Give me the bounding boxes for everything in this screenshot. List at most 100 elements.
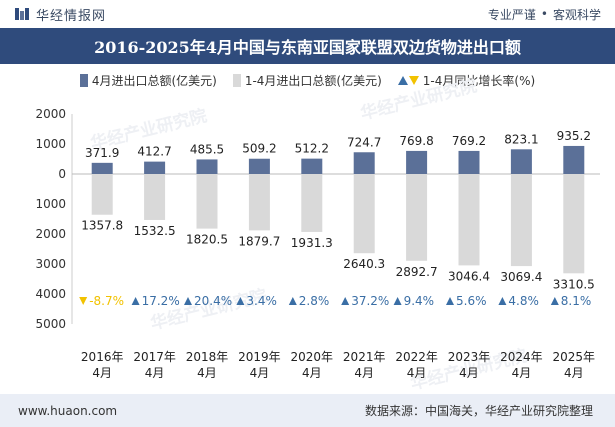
label-cumulative-7: 3046.4	[448, 269, 490, 283]
label-cumulative-8: 3069.4	[500, 270, 542, 284]
x-tick-year-0: 2016年	[81, 350, 124, 364]
bar-cumulative-7	[458, 174, 480, 266]
x-tick-month-4: 4月	[302, 366, 322, 380]
bar-monthly-3	[248, 158, 270, 174]
bar-cumulative-6	[406, 174, 428, 261]
bar-cumulative-0	[91, 174, 113, 215]
x-tick-month-1: 4月	[145, 366, 165, 380]
x-tick-month-5: 4月	[354, 366, 374, 380]
bar-cumulative-3	[248, 174, 270, 231]
label-monthly-2: 485.5	[190, 142, 224, 156]
x-tick-year-5: 2021年	[343, 350, 386, 364]
brand[interactable]: 华经情报网	[14, 5, 106, 24]
x-tick-month-8: 4月	[512, 366, 532, 380]
label-growth-4: 2.8%	[299, 294, 330, 308]
bar-cumulative-9	[563, 174, 585, 274]
label-monthly-8: 823.1	[504, 132, 538, 146]
bar-monthly-0	[91, 162, 113, 174]
growth-marker-up-2	[184, 297, 192, 305]
legend-item-growth[interactable]: 1-4月同比增长率(%)	[397, 72, 536, 89]
bar-monthly-8	[510, 149, 532, 174]
label-monthly-3: 509.2	[242, 142, 276, 156]
bar-cumulative-5	[353, 174, 375, 254]
title-bar: 2016-2025年4月中国与东南亚国家联盟双边货物进出口额	[0, 28, 615, 64]
brand-name: 华经情报网	[36, 8, 107, 24]
triangle-down-icon	[408, 75, 419, 85]
y-tick-label-6: 4000	[35, 287, 66, 301]
x-tick-year-8: 2024年	[500, 350, 543, 364]
label-growth-5: 37.2%	[351, 294, 389, 308]
x-tick-year-2: 2018年	[186, 350, 229, 364]
legend-label-growth: 1-4月同比增长率(%)	[422, 73, 536, 88]
label-cumulative-6: 2892.7	[396, 265, 438, 279]
growth-marker-up-7	[446, 297, 454, 305]
legend-swatch-dark-icon	[79, 73, 88, 87]
x-tick-month-0: 4月	[92, 366, 112, 380]
x-tick-month-3: 4月	[250, 366, 270, 380]
footer-source: 数据来源：中国海关，华经产业研究院整理	[364, 404, 593, 418]
y-tick-label-4: 2000	[35, 227, 66, 241]
watermark-1: 华经产业研究院	[358, 75, 479, 124]
chart-title: 2016-2025年4月中国与东南亚国家联盟双边货物进出口额	[94, 38, 521, 57]
label-cumulative-3: 1879.7	[238, 234, 280, 248]
bar-cumulative-2	[196, 174, 218, 229]
label-growth-0: -8.7%	[89, 294, 124, 308]
growth-marker-up-5	[341, 297, 350, 305]
legend-item-monthly[interactable]: 4月进出口总额(亿美元)	[79, 72, 217, 89]
tagline-right: 客观科学	[552, 7, 601, 22]
growth-marker-up-4	[288, 297, 297, 305]
footer-site[interactable]: www.huaon.com	[18, 403, 118, 418]
y-tick-label-0: 2000	[35, 107, 66, 121]
bar-monthly-1	[144, 161, 166, 174]
chart-legend: 4月进出口总额(亿美元) 1-4月进出口总额(亿美元) 1-4月同比增长率(%)	[0, 68, 615, 92]
label-monthly-6: 769.8	[399, 134, 433, 148]
label-monthly-0: 371.9	[85, 146, 119, 160]
growth-marker-up-9	[550, 297, 559, 305]
growth-marker-up-6	[393, 297, 402, 305]
label-growth-9: 8.1%	[561, 294, 592, 308]
y-tick-label-5: 3000	[35, 257, 66, 271]
label-cumulative-2: 1820.5	[186, 233, 228, 247]
label-monthly-7: 769.2	[452, 134, 486, 148]
label-cumulative-4: 1931.3	[291, 236, 333, 250]
bar-cumulative-8	[510, 174, 532, 267]
growth-marker-down-0	[79, 297, 88, 305]
x-tick-year-4: 2020年	[291, 350, 334, 364]
label-growth-1: 17.2%	[142, 294, 180, 308]
triangle-up-icon	[397, 75, 408, 85]
bar-monthly-7	[458, 150, 480, 174]
label-monthly-5: 724.7	[347, 135, 381, 149]
legend-label-cumulative: 1-4月进出口总额(亿美元)	[244, 73, 382, 88]
x-tick-month-9: 4月	[564, 366, 584, 380]
x-tick-year-1: 2017年	[133, 350, 176, 364]
y-tick-label-1: 1000	[35, 137, 66, 151]
y-tick-label-3: 1000	[35, 197, 66, 211]
y-tick-label-2: 0	[58, 167, 66, 181]
bar-cumulative-1	[144, 174, 166, 220]
label-growth-8: 4.8%	[508, 294, 539, 308]
label-cumulative-0: 1357.8	[81, 219, 123, 233]
legend-label-monthly: 4月进出口总额(亿美元)	[91, 73, 217, 88]
bar-monthly-4	[301, 158, 323, 174]
bar-monthly-5	[353, 152, 375, 174]
x-tick-year-7: 2023年	[448, 350, 491, 364]
label-growth-2: 20.4%	[194, 294, 232, 308]
bar-monthly-9	[563, 145, 585, 174]
tagline: 专业严谨 • 客观科学	[488, 6, 601, 23]
growth-marker-up-8	[498, 297, 507, 305]
label-growth-3: 3.4%	[246, 294, 277, 308]
label-monthly-9: 935.2	[557, 129, 591, 143]
legend-item-cumulative[interactable]: 1-4月进出口总额(亿美元)	[232, 72, 382, 89]
growth-marker-up-3	[236, 297, 245, 305]
label-cumulative-9: 3310.5	[553, 277, 595, 291]
x-tick-year-6: 2022年	[395, 350, 438, 364]
bullet-icon: •	[540, 7, 548, 21]
label-monthly-1: 412.7	[137, 145, 171, 159]
label-cumulative-1: 1532.5	[134, 224, 176, 238]
bar-monthly-2	[196, 159, 218, 174]
huajing-logo-icon	[15, 8, 29, 20]
x-tick-year-3: 2019年	[238, 350, 281, 364]
bar-monthly-6	[406, 150, 428, 174]
label-growth-7: 5.6%	[456, 294, 487, 308]
